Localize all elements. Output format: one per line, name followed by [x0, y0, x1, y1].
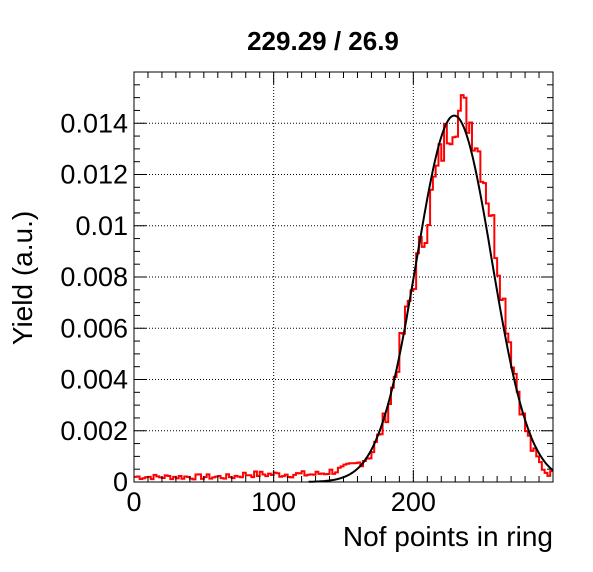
x-tick-label: 200: [391, 487, 436, 517]
y-tick-label: 0.002: [60, 416, 128, 446]
y-tick-label: 0.014: [60, 108, 128, 138]
y-tick-label: 0.004: [60, 365, 128, 395]
x-tick-label: 100: [251, 487, 296, 517]
y-tick-label: 0.006: [60, 313, 128, 343]
y-tick-label: 0: [113, 467, 128, 497]
y-tick-label: 0.01: [75, 211, 128, 241]
chart-title: 229.29 / 26.9: [247, 26, 399, 56]
y-tick-label: 0.008: [60, 262, 128, 292]
x-axis-label: Nof points in ring: [343, 521, 553, 552]
y-tick-label: 0.012: [60, 160, 128, 190]
y-axis-label: Yield (a.u.): [7, 211, 38, 345]
x-tick-label: 0: [126, 487, 141, 517]
